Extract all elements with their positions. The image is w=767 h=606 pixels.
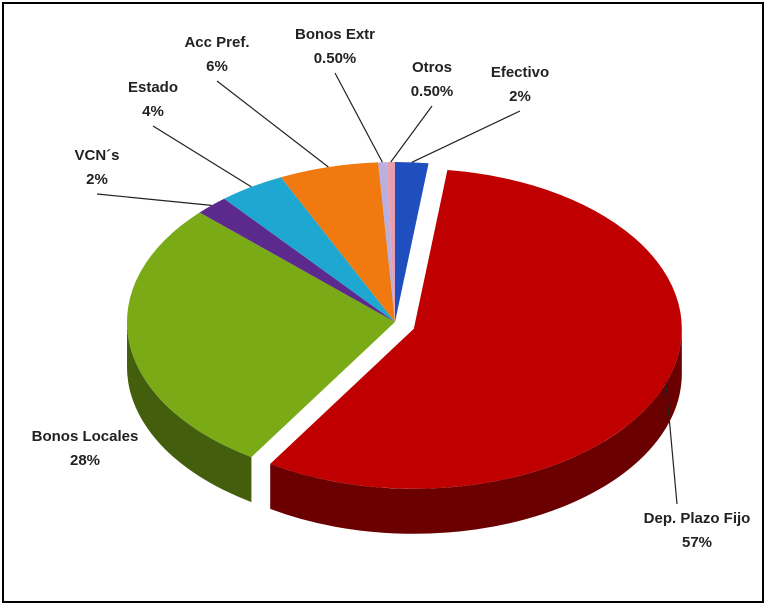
leader-line [334,72,383,163]
category-label: Estado [128,79,178,96]
leader-line [411,110,521,163]
value-label: 4% [142,103,164,120]
value-label: 57% [682,534,712,551]
leader-line [152,125,252,188]
value-label: 0.50% [314,50,357,67]
category-label: Acc Pref. [184,34,249,51]
leader-line [216,80,329,168]
leader-line [390,105,433,163]
category-label: VCN´s [74,147,119,164]
slice [270,170,682,489]
leader-line [96,193,212,206]
slice [386,162,395,322]
slice [395,162,429,322]
category-label: Efectivo [491,64,549,81]
slice-tops [126,162,682,489]
leader-line [665,382,678,505]
value-label: 2% [509,88,531,105]
category-label: Dep. Plazo Fijo [644,510,751,527]
slice [126,212,395,458]
category-label: Bonos Locales [32,428,139,445]
category-label: Bonos Extr [295,26,375,43]
slice-side [127,322,252,503]
value-label: 2% [86,171,108,188]
slice [378,162,395,322]
slice [224,177,395,322]
slice-sides [127,322,682,534]
value-label: 0.50% [411,83,454,100]
slice-side [270,328,682,534]
category-label: Otros [412,59,452,76]
value-label: 28% [70,452,100,469]
slice [199,198,395,322]
slice [280,162,395,322]
value-label: 6% [206,58,228,75]
